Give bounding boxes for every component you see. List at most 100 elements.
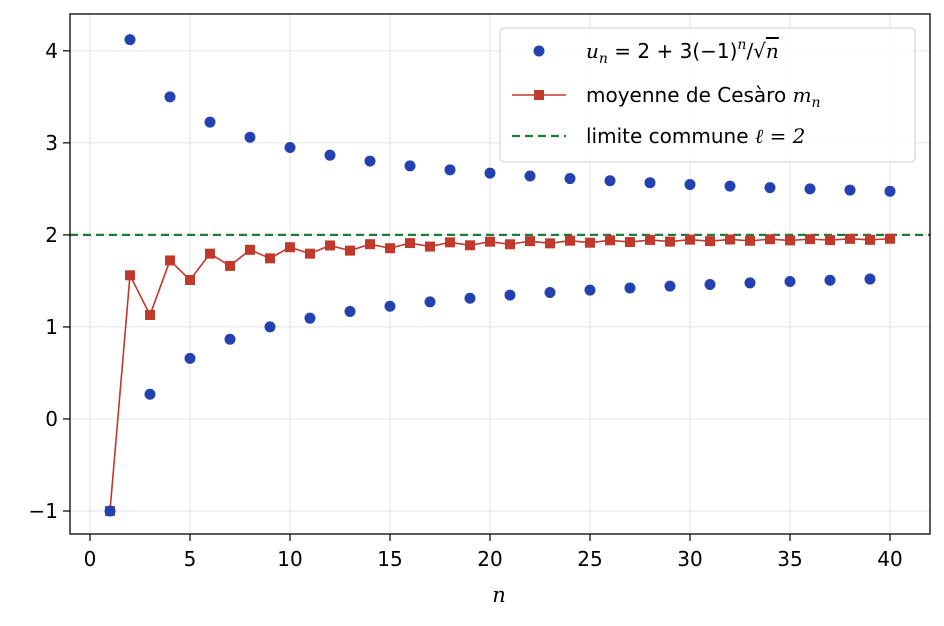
sequence-point (864, 273, 876, 285)
sequence-point (124, 34, 136, 46)
x-tick-label: 25 (577, 547, 602, 571)
x-tick-label: 5 (184, 547, 197, 571)
legend-marker-series-m (534, 90, 544, 100)
sequence-point (284, 142, 296, 154)
cesaro-point (565, 235, 575, 246)
legend-label-limit: limite commune ℓ = 2 (586, 124, 805, 148)
cesaro-point (465, 240, 475, 251)
plot-frame (69, 13, 931, 535)
cesaro-point (425, 241, 435, 252)
cesaro-point (385, 243, 395, 254)
sequence-point (204, 116, 216, 128)
sequence-point (844, 184, 856, 196)
sequence-point (724, 180, 736, 192)
sequence-point (684, 178, 696, 190)
cesaro-point (705, 236, 715, 247)
cesaro-point (405, 238, 415, 249)
sequence-point (764, 182, 776, 194)
sequence-point (184, 352, 196, 364)
x-tick-label: 40 (877, 547, 902, 571)
cesaro-point (305, 248, 315, 259)
sequence-point (564, 173, 576, 185)
cesaro-point (645, 234, 655, 245)
x-tick-label: 35 (777, 547, 802, 571)
legend-u-sup: n (737, 37, 746, 53)
cesaro-point (525, 236, 535, 247)
legend-box (499, 27, 916, 163)
cesaro-point (885, 233, 895, 244)
y-tick-label: 2 (45, 223, 58, 247)
legend-u-tail: n (766, 39, 779, 63)
x-tick-label: 20 (477, 547, 502, 571)
x-tick-label: 0 (84, 547, 97, 571)
cesaro-point (805, 234, 815, 245)
legend-u-prefix: u (586, 39, 599, 63)
cesaro-point (745, 235, 755, 246)
legend-label-series-m: moyenne de Cesàro mn (586, 83, 821, 111)
cesaro-point (485, 236, 495, 247)
sequence-point (744, 277, 756, 289)
sequence-point (224, 333, 236, 345)
sequence-point (384, 300, 396, 312)
cesaro-point (205, 248, 215, 259)
sequence-point (624, 282, 636, 294)
cesaro-point (265, 253, 275, 264)
cesaro-point (665, 236, 675, 247)
x-tick-label: 10 (277, 547, 302, 571)
sequence-point (144, 388, 156, 400)
sequence-point (444, 164, 456, 176)
sequence-point (324, 149, 336, 161)
cesaro-point (825, 235, 835, 246)
y-tick-label: −1 (29, 499, 58, 523)
cesaro-point (325, 240, 335, 251)
sequence-point (424, 296, 436, 308)
y-tick-label: 0 (45, 407, 58, 431)
x-tick-label: 15 (377, 547, 402, 571)
sequence-point (584, 284, 596, 296)
sequence-point (344, 305, 356, 317)
sequence-point (364, 155, 376, 167)
sequence-point (104, 505, 116, 517)
cesaro-point (145, 309, 155, 320)
cesaro-point (365, 239, 375, 250)
sequence-point (264, 321, 276, 333)
cesaro-point (725, 234, 735, 245)
cesaro-point (685, 234, 695, 245)
cesaro-point (125, 270, 135, 281)
sequence-point (704, 278, 716, 290)
cesaro-point (505, 239, 515, 250)
sequence-point (664, 280, 676, 292)
y-tick-label: 1 (45, 315, 58, 339)
cesaro-point (585, 237, 595, 248)
legend-u-mid: = 2 + 3(−1) (608, 39, 737, 63)
sequence-point (524, 170, 536, 182)
cesaro-point (245, 244, 255, 255)
cesaro-point (285, 242, 295, 253)
cesaro-point (625, 237, 635, 248)
legend-m-var: m (793, 83, 812, 107)
cesaro-point (345, 245, 355, 256)
sequence-point (604, 175, 616, 187)
cesaro-point (785, 235, 795, 246)
legend-u-slash: /√ (746, 39, 766, 63)
sequence-point (884, 185, 896, 197)
legend-m-sub: n (812, 95, 821, 111)
sequence-point (644, 177, 656, 189)
y-axis-ticks: −1 0 1 2 3 4 (29, 39, 70, 523)
sequence-point (464, 292, 476, 304)
cesaro-point (225, 260, 235, 271)
legend-u-sub: n (599, 51, 608, 67)
sequence-point (824, 274, 836, 286)
cesaro-point (185, 274, 195, 285)
cesaro-point (605, 235, 615, 246)
sequence-point (164, 91, 176, 103)
legend-m-text: moyenne de Cesàro (586, 83, 793, 107)
sequence-point (304, 312, 316, 324)
legend: un = 2 + 3(−1)n/√n moyenne de Cesàro mn … (499, 27, 916, 163)
data-marks (104, 34, 896, 517)
sequence-point (504, 289, 516, 301)
cesaro-point (165, 255, 175, 266)
cesaro-point (445, 237, 455, 248)
sequence-point (804, 183, 816, 195)
